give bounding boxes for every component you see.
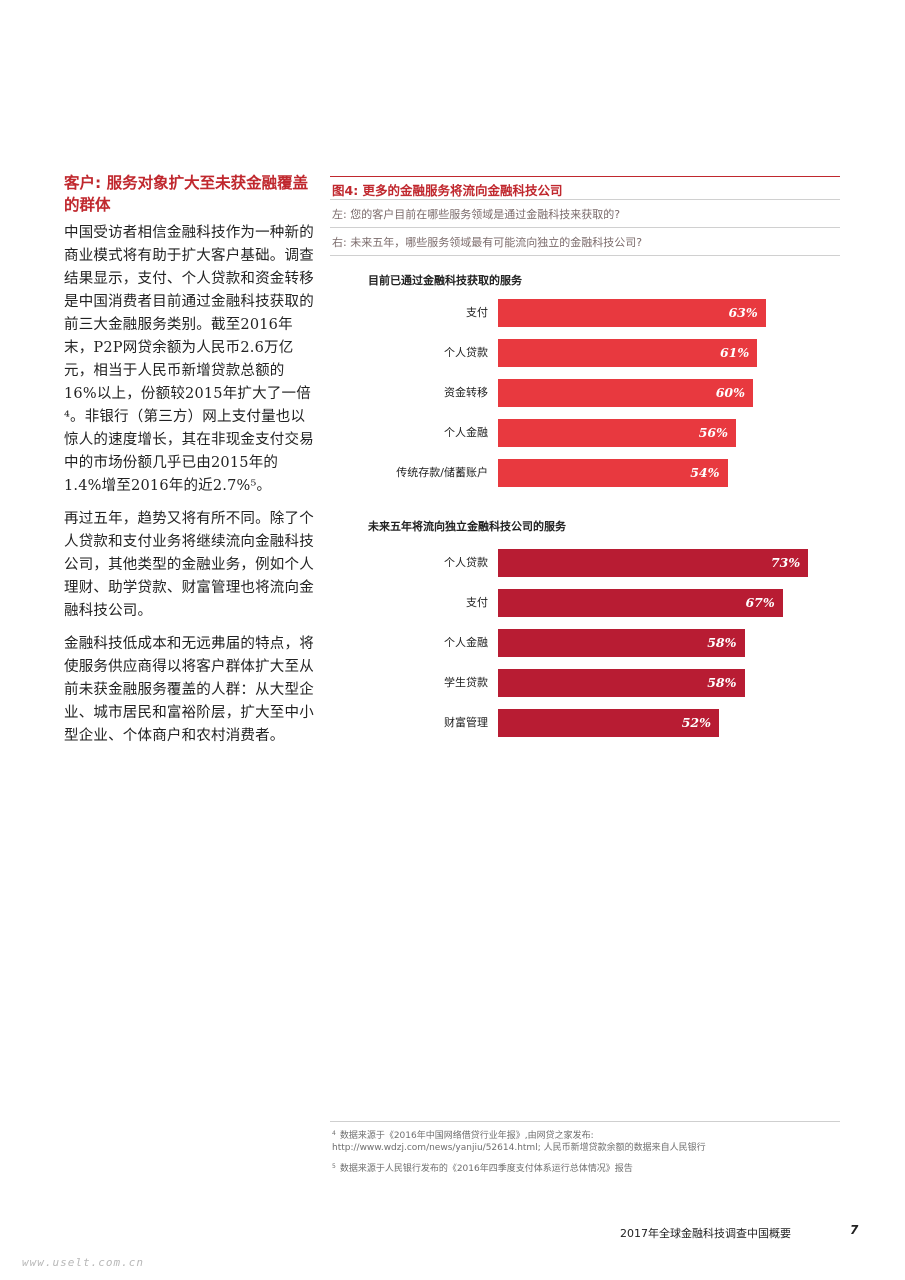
bar-value-label: 52% xyxy=(681,715,711,730)
bar: 73% xyxy=(498,549,809,577)
bar-category-label: 资金转移 xyxy=(444,386,488,399)
footnote-4-mark: 4 xyxy=(332,1130,336,1137)
figure-subtitle-left: 左: 您的客户目前在哪些服务领域是通过金融科技来获取的? xyxy=(332,208,621,221)
footnote-rule xyxy=(330,1121,840,1122)
bar: 58% xyxy=(498,629,745,657)
figure-divider xyxy=(330,255,840,256)
bar: 61% xyxy=(498,339,758,367)
bar: 54% xyxy=(498,459,728,487)
bar-row: 资金转移 60% xyxy=(330,379,840,407)
bar-value-label: 67% xyxy=(745,595,775,610)
footnote-4-line-2: http://www.wdzj.com/news/yanjiu/52614.ht… xyxy=(332,1143,706,1153)
watermark: www.uselt.com.cn xyxy=(22,1256,144,1269)
figure-subtitle-right: 右: 未来五年，哪些服务领域最有可能流向独立的金融科技公司? xyxy=(332,236,643,249)
bar: 58% xyxy=(498,669,745,697)
bar-category-label: 支付 xyxy=(466,596,488,609)
bar-value-label: 58% xyxy=(707,635,737,650)
body-paragraph-1: 中国受访者相信金融科技作为一种新的商业模式将有助于扩大客户基础。调查结果显示，支… xyxy=(64,225,314,494)
bar: 56% xyxy=(498,419,736,447)
bar-category-label: 个人金融 xyxy=(444,426,488,439)
bar: 67% xyxy=(498,589,783,617)
body-paragraph-2: 再过五年，趋势又将有所不同。除了个人贷款和支付业务将继续流向金融科技公司，其他类… xyxy=(64,511,314,619)
footnote-5-line-1: 数据来源于人民银行发布的《2016年四季度支付体系运行总体情况》报告 xyxy=(339,1164,633,1174)
bar-value-label: 73% xyxy=(770,555,801,570)
chart-1-title: 目前已通过金融科技获取的服务 xyxy=(368,274,522,287)
bar: 63% xyxy=(498,299,766,327)
bar-row: 个人贷款 61% xyxy=(330,339,840,367)
left-column: 客户: 服务对象扩大至未获金融覆盖的群体 中国受访者相信金融科技作为一种新的商业… xyxy=(64,172,314,758)
bar-category-label: 支付 xyxy=(466,306,488,319)
figure-divider xyxy=(330,227,840,228)
footnote-4-line-1: 数据来源于《2016年中国网络借贷行业年报》,由网贷之家发布: xyxy=(339,1131,594,1141)
bar: 52% xyxy=(498,709,719,737)
bar-category-label: 个人金融 xyxy=(444,636,488,649)
page-number: 7 xyxy=(850,1223,859,1237)
figure-title: 图4: 更多的金融服务将流向金融科技公司 xyxy=(332,183,563,198)
bar-row: 个人贷款 73% xyxy=(330,549,840,577)
bar-value-label: 60% xyxy=(715,385,745,400)
figure-top-rule xyxy=(330,176,840,177)
bar: 60% xyxy=(498,379,753,407)
section-heading: 客户: 服务对象扩大至未获金融覆盖的群体 xyxy=(64,174,309,214)
bar-row: 支付 67% xyxy=(330,589,840,617)
footnote-5: 5 数据来源于人民银行发布的《2016年四季度支付体系运行总体情况》报告 xyxy=(332,1160,633,1176)
bar-row: 支付 63% xyxy=(330,299,840,327)
body-paragraph-3: 金融科技低成本和无远弗届的特点，将使服务供应商得以将客户群体扩大至从前未获金融服… xyxy=(64,636,314,744)
bar-row: 财富管理 52% xyxy=(330,709,840,737)
bar-value-label: 63% xyxy=(728,305,758,320)
footnote-4: 4 数据来源于《2016年中国网络借贷行业年报》,由网贷之家发布: xyxy=(332,1127,594,1143)
footnote-5-mark: 5 xyxy=(332,1163,336,1170)
bar-row: 学生贷款 58% xyxy=(330,669,840,697)
bar-value-label: 56% xyxy=(698,425,728,440)
bar-value-label: 61% xyxy=(719,345,750,360)
bar-category-label: 个人贷款 xyxy=(444,346,488,359)
chart-2-title: 未来五年将流向独立金融科技公司的服务 xyxy=(368,520,566,533)
figure-divider xyxy=(330,199,840,200)
bar-category-label: 财富管理 xyxy=(444,716,488,729)
bar-value-label: 58% xyxy=(707,675,737,690)
bar-row: 传统存款/储蓄账户 54% xyxy=(330,459,840,487)
bar-value-label: 54% xyxy=(690,465,720,480)
footer-title: 2017年全球金融科技调查中国概要 xyxy=(620,1227,791,1240)
bar-category-label: 传统存款/储蓄账户 xyxy=(396,466,488,479)
bar-row: 个人金融 58% xyxy=(330,629,840,657)
bar-row: 个人金融 56% xyxy=(330,419,840,447)
bar-category-label: 个人贷款 xyxy=(444,556,488,569)
bar-category-label: 学生贷款 xyxy=(444,676,488,689)
